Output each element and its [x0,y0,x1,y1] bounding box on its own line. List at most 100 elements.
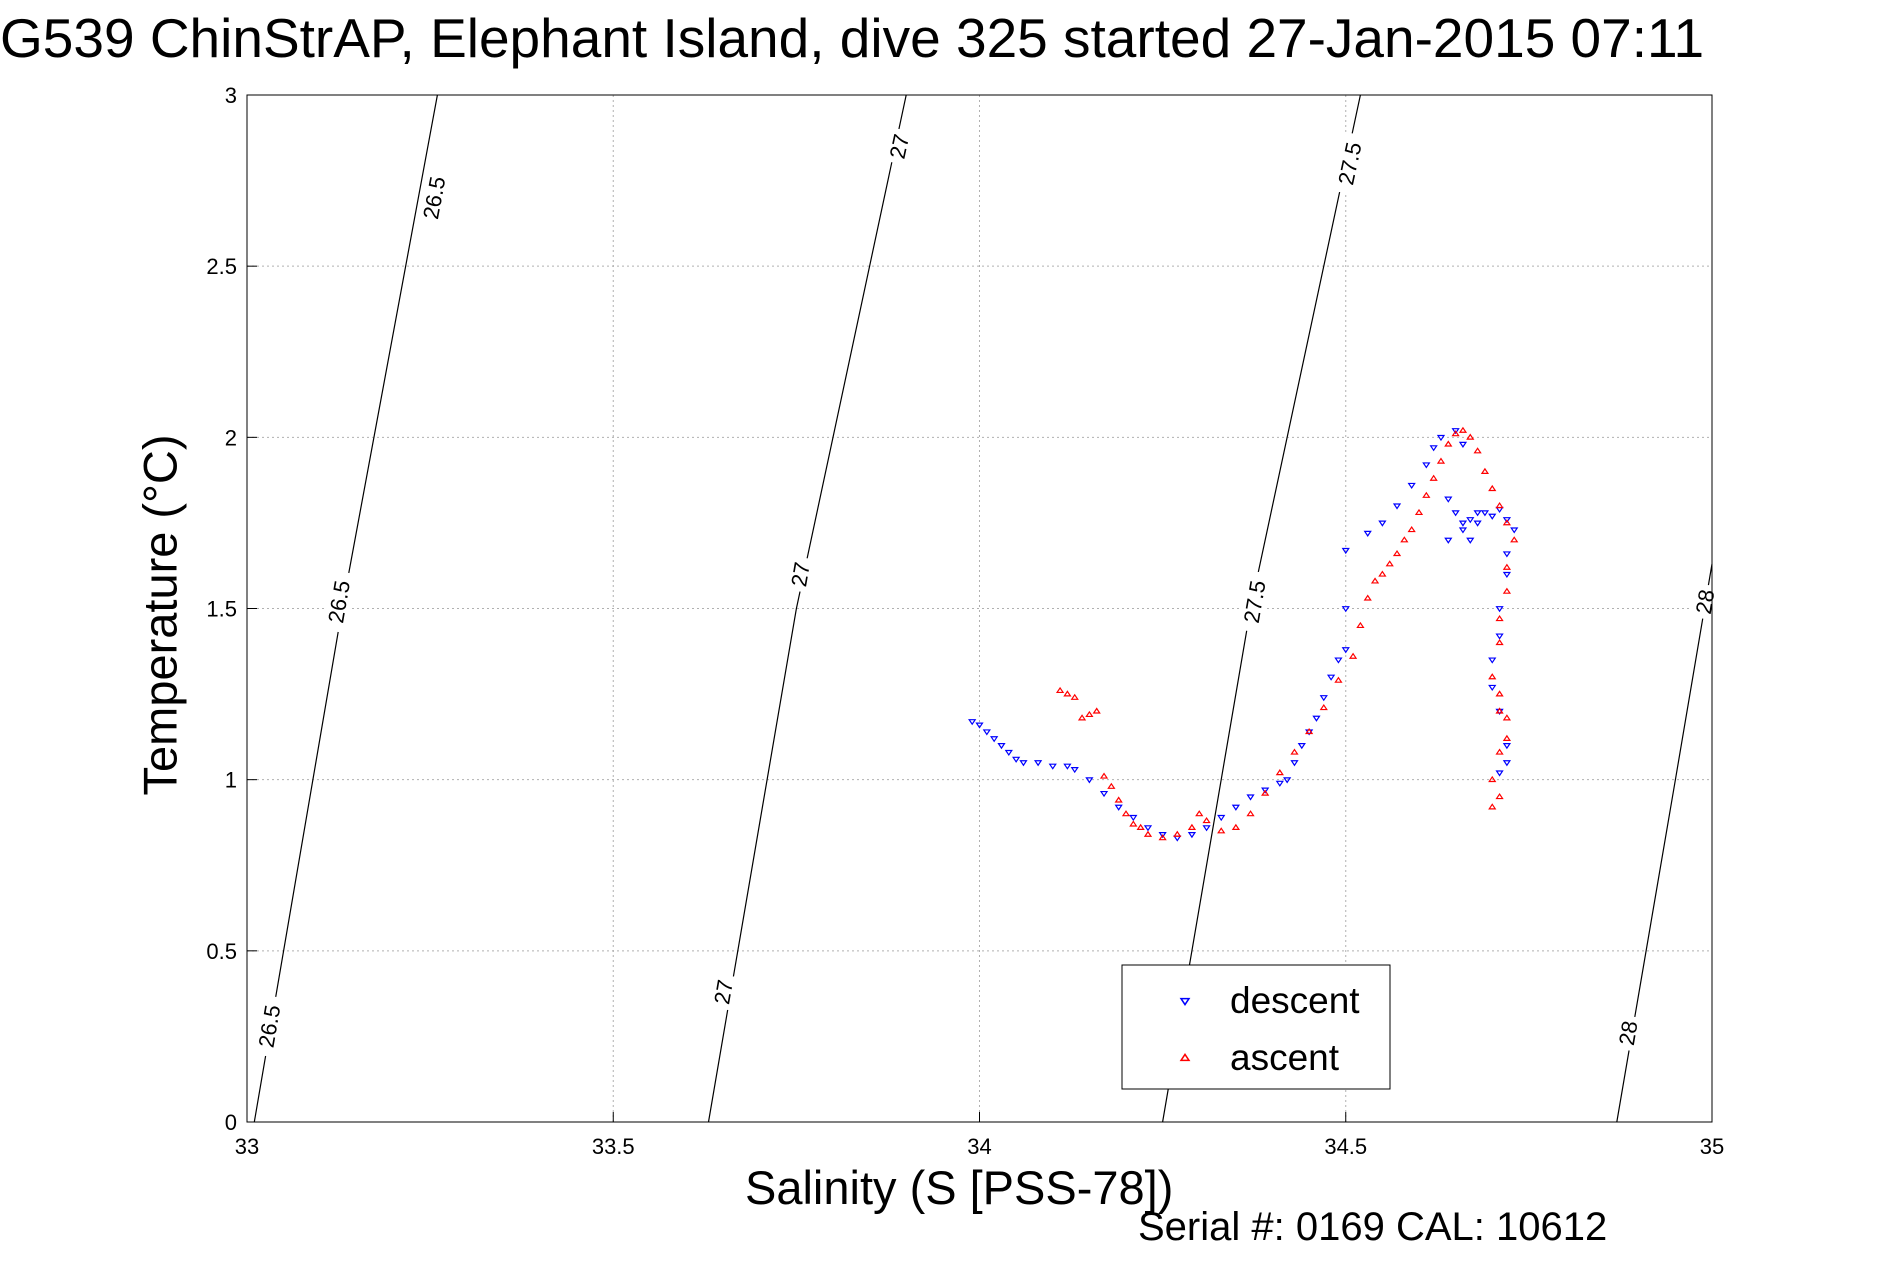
descent-point [997,743,1006,750]
descent-point [1246,794,1255,801]
descent-point [1495,633,1504,640]
ascent-point [1370,577,1380,584]
descent-point [1341,647,1350,654]
x-tick-label: 33.5 [592,1134,635,1159]
ascent-point [1495,614,1504,622]
descent-point [1451,428,1460,435]
contour-label-bg [784,555,816,594]
y-tick-label: 3 [225,83,237,108]
descent-point [1290,760,1299,767]
descent-point [1458,520,1468,527]
density-contour-line [707,94,907,1123]
ascent-point [1114,796,1123,803]
descent-point [1502,743,1512,750]
contour-label-bg [1330,131,1369,196]
ascent-point [1217,827,1226,834]
y-axis-label: Temperature (°C) [133,434,187,796]
contour-label-bg [1689,582,1721,621]
descent-point [1495,770,1504,777]
ascent-point [1092,707,1101,714]
ascent-point [1422,491,1431,498]
contour-label: 27 [786,560,815,588]
ascent-point [1077,714,1087,721]
ascent-point [1502,563,1512,570]
ascent-point [1436,457,1446,464]
ascent-point [1488,775,1497,783]
series-ascent [1055,426,1519,841]
ascent-point [1414,508,1424,516]
ascent-point [1378,570,1387,577]
ascent-point [1202,816,1211,824]
descent-point [1392,503,1402,510]
descent-point [1422,462,1431,469]
ascent-point [1385,560,1394,567]
descent-point [1502,760,1512,767]
contour-label-bg [415,165,453,230]
descent-point [1217,814,1226,822]
descent-point [1473,520,1482,527]
ascent-point [1495,793,1504,800]
ascent-point [1143,830,1153,837]
descent-point [1312,715,1321,722]
ascent-point [1458,426,1468,433]
ascent-point [1129,820,1138,827]
descent-point [1033,760,1043,767]
data-series [968,426,1519,842]
descent-point [1048,763,1057,770]
ascent-point [1488,673,1497,680]
descent-point [1480,510,1490,517]
ascent-point [1136,823,1145,830]
ascent-point [1429,474,1438,481]
descent-point [982,729,991,736]
ascent-point [1275,769,1284,776]
y-tick-label: 1.5 [206,597,237,622]
serial-calibration: Serial #: 0169 CAL: 10612 [1138,1205,1608,1249]
ascent-point [1502,714,1512,721]
descent-point [1261,787,1270,794]
descent-point [1326,674,1336,681]
descent-point [1466,537,1475,544]
descent-point [1202,825,1211,832]
y-tick-label: 0 [225,1110,237,1135]
descent-point [1004,749,1013,757]
descent-point [1283,777,1292,784]
descent-point [1085,777,1094,784]
contour-label: 27 [885,132,915,161]
ascent-point [1502,519,1512,526]
descent-point [1063,763,1072,770]
descent-point [1458,527,1468,534]
ascent-point [1444,440,1453,447]
axis-ticks: 33 33.5 34 34.5 35 0 0.5 1 1.5 2 2.5 3 [206,83,1724,1159]
contour-label-bg [251,994,287,1058]
contour-label: 27 [709,978,738,1006]
ascent-point [1356,621,1365,629]
descent-point [1451,510,1460,517]
descent-point [1334,657,1343,664]
legend: descent ascent [1121,964,1391,1090]
x-tick-label: 34.5 [1324,1134,1367,1159]
descent-point [1488,684,1497,692]
descent-point [1502,571,1512,579]
descent-point [975,722,984,729]
ascent-point [1348,652,1358,659]
contour-label: 28 [1691,588,1720,616]
descent-point [1231,804,1241,811]
descent-point [1129,814,1138,822]
ascent-point [1473,447,1482,454]
descent-point [1444,537,1453,544]
ascent-point [1246,810,1255,817]
ascent-point [1407,525,1416,533]
descent-point [1297,743,1306,750]
ascent-point [1488,803,1497,810]
descent-point [1488,513,1497,520]
legend-marker-ascent [1179,1053,1191,1062]
ascent-point [1466,433,1475,440]
descent-point [1488,657,1497,664]
y-tick-label: 2.5 [206,254,237,279]
descent-point [1099,790,1109,798]
descent-point [1495,606,1504,613]
density-contour-line [1616,563,1713,1123]
ascent-point [1121,810,1131,817]
ascent-point [1158,834,1167,841]
